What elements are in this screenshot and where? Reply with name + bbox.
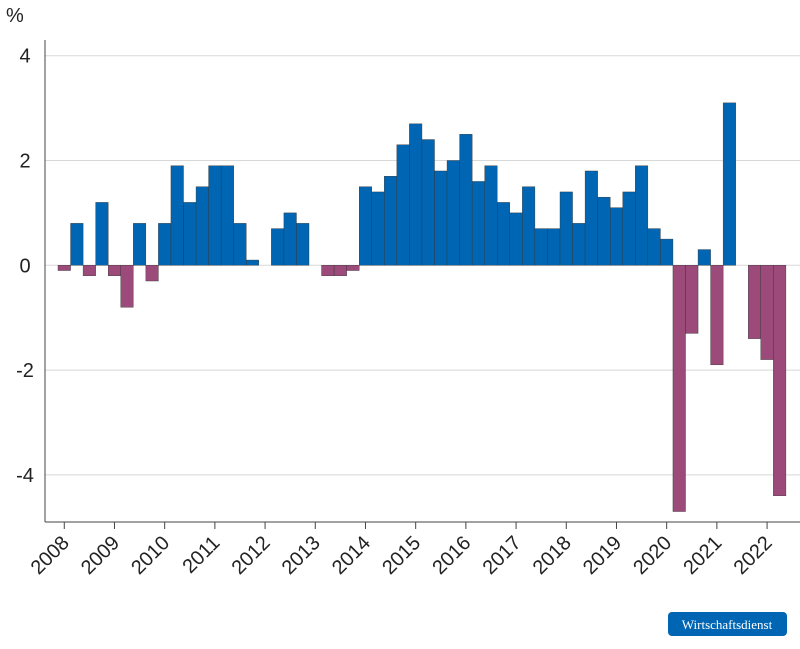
bar [359,186,372,266]
bar [246,259,260,266]
bar [471,181,485,266]
bar [597,196,611,266]
bar [773,265,787,497]
bar [610,207,623,266]
bar [321,265,335,276]
bar [522,186,536,266]
y-tick-label: -2 [16,360,34,382]
bar [333,265,347,276]
source: Wirtschaftsdienst [682,617,773,632]
x-tick-label: 2017 [479,532,526,579]
x-tick-label: 2013 [278,532,325,579]
x-tick-label: 2009 [77,532,124,579]
x-tick-label: 2008 [27,532,74,579]
bar [346,265,360,271]
bar [459,134,473,266]
bar [509,212,523,266]
bar [183,202,197,266]
bar [434,170,448,266]
bar [220,165,234,266]
y-tick-label: 0 [19,255,30,277]
x-tick-label: 2021 [679,532,726,579]
bar [622,191,636,266]
bar [697,249,711,266]
bar [660,238,674,266]
bar [572,223,586,266]
bar [82,265,96,276]
bar [133,223,147,266]
bar [371,191,385,266]
y-unit: % [6,5,24,27]
bar [446,160,460,266]
bar [635,165,649,266]
x-tick-label: 2011 [178,532,224,578]
bar [421,139,435,266]
bar [70,223,84,266]
bar [208,165,222,266]
y-tick-label: -4 [16,465,34,487]
bar [547,228,561,266]
bar [120,265,134,308]
bar [283,212,297,266]
bar [647,228,661,266]
bar [271,228,285,266]
x-tick-label: 2022 [730,532,777,579]
x-tick-label: 2014 [328,532,375,579]
x-tick-label: 2019 [579,532,626,579]
bar [748,265,762,339]
bar [384,176,398,266]
x-tick-label: 2016 [428,532,475,579]
bar [170,165,184,266]
bar [497,202,511,266]
bar [559,191,573,266]
bar [57,265,71,271]
bar [760,265,774,360]
bar [296,223,310,266]
bar [95,202,109,266]
bar [158,223,172,266]
source-badge [668,612,787,636]
bar [584,170,598,266]
y-tick-label: 4 [19,46,30,68]
y-tick-label: 2 [19,151,30,173]
bar [710,265,724,366]
bar [672,265,686,512]
bar [233,223,247,266]
bar [107,265,121,276]
bar [396,144,410,266]
x-tick-label: 2018 [529,532,576,579]
bar [484,165,498,266]
x-tick-label: 2020 [629,532,676,579]
bar [409,123,423,266]
bar [145,265,159,282]
bar [195,186,209,266]
bar [534,228,548,266]
x-tick-label: 2012 [228,532,275,579]
x-tick-label: 2015 [378,532,425,579]
bar [722,102,736,266]
x-tick-label: 2010 [127,532,174,579]
bar [685,265,699,334]
